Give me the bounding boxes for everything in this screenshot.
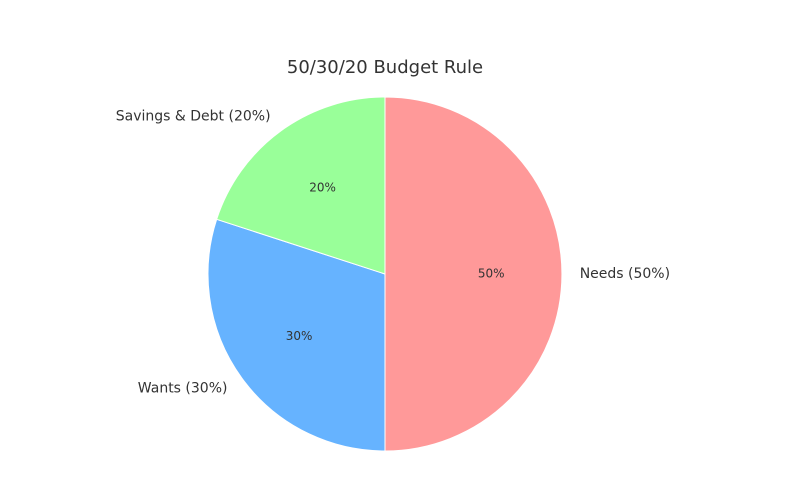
slice-label-2: Savings & Debt (20%) bbox=[116, 108, 271, 124]
pie-labels: Needs (50%) 50% Wants (30%) 30% Savings & De… bbox=[116, 108, 670, 396]
pie-slices bbox=[207, 96, 563, 452]
pie-slice-1 bbox=[207, 218, 386, 452]
slice-label-1: Wants (30%) bbox=[138, 380, 228, 396]
slice-percent-label-2: 20% bbox=[309, 181, 336, 195]
pie-slice-0 bbox=[384, 96, 563, 452]
chart-title: 50/30/20 Budget Rule bbox=[287, 57, 483, 78]
pie-slice-2 bbox=[216, 96, 386, 275]
slice-percent-label-0: 50% bbox=[478, 267, 505, 281]
slice-label-0: Needs (50%) bbox=[580, 266, 670, 282]
slice-percent-label-1: 30% bbox=[286, 329, 313, 343]
